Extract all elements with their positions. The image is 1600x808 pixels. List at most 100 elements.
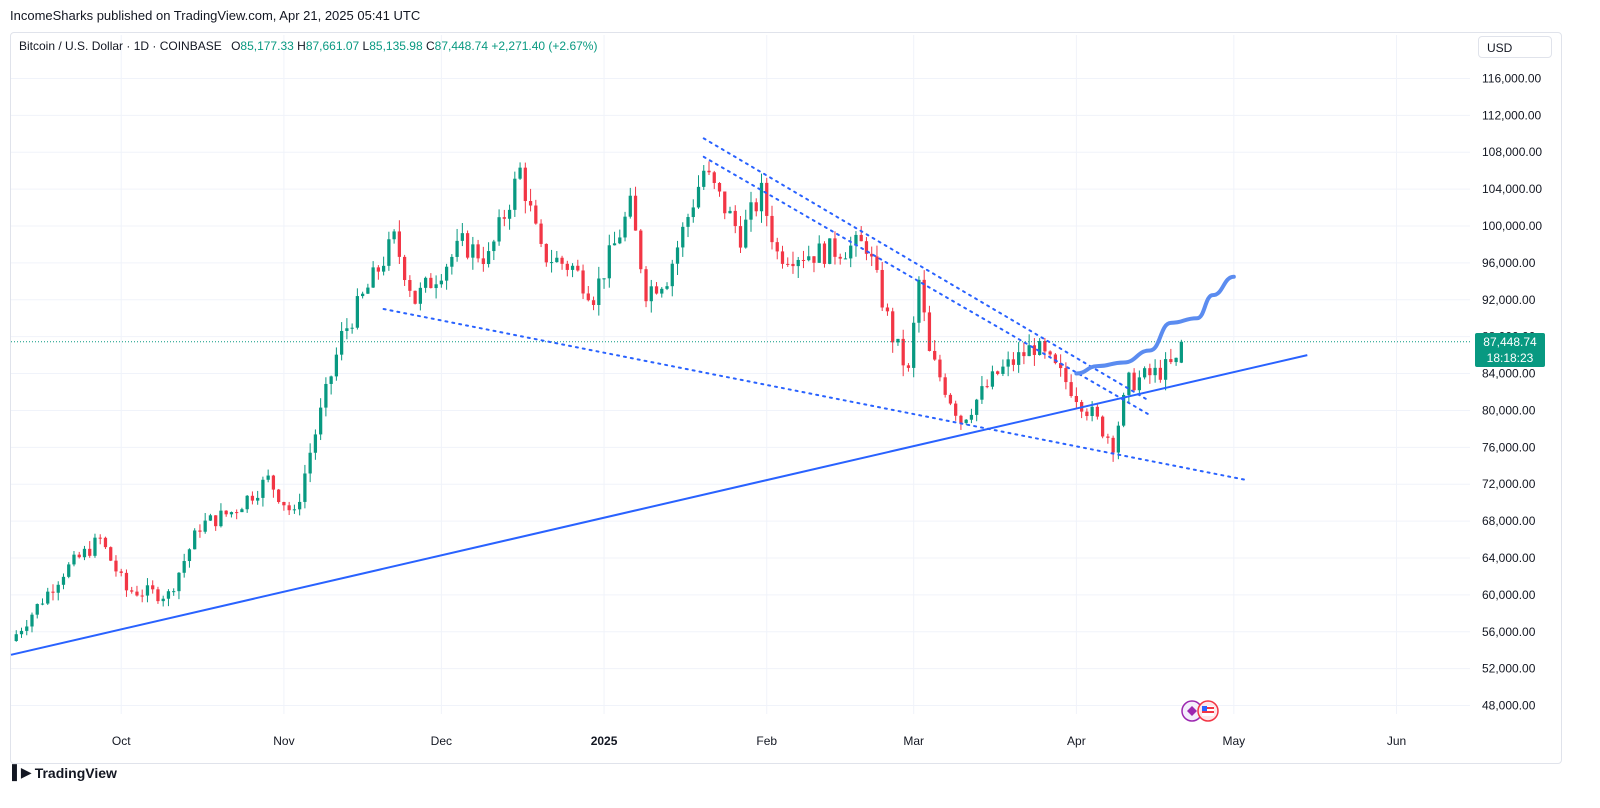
candle-body [103,537,108,548]
candle-body [1059,363,1063,369]
candle-body [1158,367,1162,380]
candle-body [507,209,512,219]
candle-body [455,240,459,257]
candle-body [670,263,674,287]
candle-body [786,263,790,265]
candle-body [292,509,297,511]
time-tick-label: Dec [431,734,452,748]
candle-body [340,330,344,355]
currency-selector[interactable]: USD [1478,36,1552,58]
candle-body [702,170,706,187]
candle-body [565,263,569,270]
candle-body [801,259,806,261]
price-tick-label: 80,000.00 [1482,403,1536,417]
wedge-trendline [702,137,1151,403]
symbol-label[interactable]: Bitcoin / U.S. Dollar · 1D · COINBASE [19,39,222,53]
candle-body [618,237,622,244]
time-tick-label: Mar [903,734,924,748]
candle-body [88,548,92,556]
candle-body [864,241,869,254]
candle-body [1163,359,1168,380]
candle-body [875,256,879,270]
candle-body [990,371,995,387]
candle-body [996,371,1000,374]
candle-body [917,279,921,323]
candle-body [822,243,827,264]
candle-body [555,257,559,263]
low-value: 85,135.98 [369,39,423,53]
candle-body [240,509,244,513]
candle-body [67,564,71,577]
wedge-trendline [382,308,1246,481]
candle-body [187,549,192,562]
candle-body [1032,345,1037,355]
candle-body [444,266,449,281]
candle-body [576,265,580,271]
candle-body [591,300,596,306]
candle-body [712,172,716,183]
candle-body [1064,368,1068,383]
candle-body [749,202,753,220]
candle-body [172,591,176,593]
candle-body [161,598,165,602]
candle-body [219,510,223,527]
candle-body [1017,352,1021,365]
close-value: 87,448.74 [434,39,489,53]
candle-body [849,245,853,259]
candle-body [418,287,422,304]
candle-body [460,233,464,241]
event-flags-icon[interactable] [1176,698,1224,724]
candle-body [25,626,29,631]
candle-body [1001,366,1005,374]
candle-body [497,217,501,242]
candle-body [980,386,984,400]
candle-body [387,239,391,266]
tradingview-logo[interactable]: ▌▶ TradingView [12,764,117,781]
candle-body [780,251,785,264]
candle-body [807,256,811,261]
bar-countdown: 18:18:23 [1486,351,1534,365]
low-label: L [362,39,370,53]
candle-body [361,293,365,297]
candle-body [665,286,669,289]
candle-body [1169,359,1173,363]
candle-body [77,554,81,558]
candle-body [770,215,774,243]
candle-body [901,338,905,366]
candle-body [644,269,648,302]
candle-body [324,383,328,408]
time-tick-label: May [1222,734,1245,748]
candle-body [581,270,585,294]
candle-body [597,278,601,306]
tv-logo-icon: ▌▶ [12,764,32,780]
candle-body [1095,406,1100,417]
price-tick-label: 68,000.00 [1482,514,1536,528]
candle-body [691,207,695,218]
candle-body [345,328,349,331]
candle-body [885,307,890,312]
candle-body [156,589,160,602]
ohlc-legend: Bitcoin / U.S. Dollar · 1D · COINBASE O8… [19,39,597,53]
candle-body [796,259,800,267]
candle-body [492,241,496,252]
candle-body [1142,368,1147,378]
candle-body [329,376,333,384]
candle-body [46,591,50,604]
candle-body [271,475,276,490]
candle-body [707,170,711,173]
candle-body [518,167,522,179]
candle-body [969,414,974,420]
price-tick-label: 76,000.00 [1482,440,1536,454]
candle-body [896,338,900,343]
candle-body [145,585,150,596]
time-tick-label: 2025 [591,734,618,748]
time-tick-label: Jun [1387,734,1406,748]
candle-body [481,258,485,265]
support-trendline [10,354,1308,656]
price-tick-label: 116,000.00 [1482,71,1541,85]
candle-body [933,350,937,360]
candle-body [1137,377,1141,391]
price-tick-label: 56,000.00 [1482,625,1536,639]
candle-body [854,234,858,246]
